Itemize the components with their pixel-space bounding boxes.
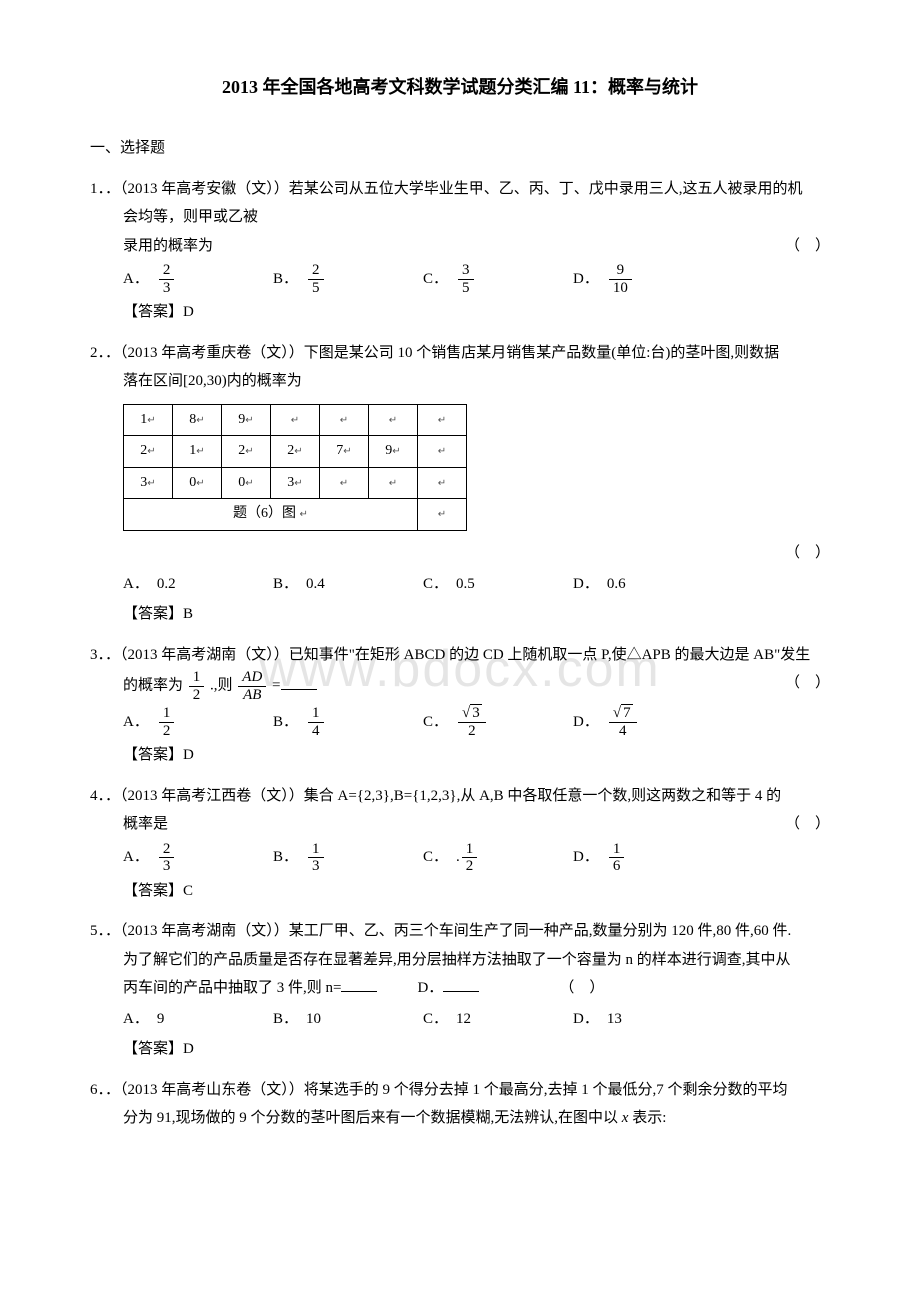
q5-line1: 5．．（2013 年高考湖南（文））某工厂甲、乙、丙三个车间生产了同一种产品,数… — [90, 917, 830, 946]
question-1: 1．．（2013 年高考安徽（文））若某公司从五位大学毕业生甲、乙、丙、丁、戊中… — [90, 175, 830, 327]
q1-answer: 【答案】D — [90, 298, 830, 327]
table-row: 3↵ 0↵ 0↵ 3↵ ↵ ↵ ↵ — [124, 467, 467, 499]
question-6: 6．．（2013 年高考山东卷（文））将某选手的 9 个得分去掉 1 个最高分,… — [90, 1076, 830, 1133]
q5-answer: 【答案】D — [90, 1035, 830, 1064]
q3-answer: 【答案】D — [90, 741, 830, 770]
q5-choices: A．9 B．10 C．12 D．13 — [90, 1005, 830, 1034]
q1-cont2: 录用的概率为 — [123, 232, 213, 261]
q5-cont2: 丙车间的产品中抽取了 3 件,则 n= D． （ ） — [90, 974, 830, 1003]
q5-choice-d: D．13 — [573, 1005, 723, 1034]
q2-choice-c: C．0.5 — [423, 570, 573, 599]
q6-line1: 6．．（2013 年高考山东卷（文））将某选手的 9 个得分去掉 1 个最高分,… — [90, 1076, 830, 1105]
q2-choices: A．0.2 B．0.4 C．0.5 D．0.6 — [90, 570, 830, 599]
question-3: 3．．（2013 年高考湖南（文））已知事件"在矩形 ABCD 的边 CD 上随… — [90, 641, 830, 770]
q4-choice-a: A． 23 — [123, 841, 273, 875]
q3-choice-c: C． √32 — [423, 705, 573, 739]
q5-choice-b: B．10 — [273, 1005, 423, 1034]
q3-choices: A． 12 B． 14 C． √32 D． √74 — [90, 705, 830, 739]
q1-line1: 1．．（2013 年高考安徽（文））若某公司从五位大学毕业生甲、乙、丙、丁、戊中… — [90, 175, 830, 204]
section-header: 一、选择题 — [90, 134, 830, 163]
q1-choice-c: C． 35 — [423, 262, 573, 296]
q5-choice-a: A．9 — [123, 1005, 273, 1034]
q2-choice-a: A．0.2 — [123, 570, 273, 599]
q2-choice-d: D．0.6 — [573, 570, 723, 599]
q2-cont1: 落在区间[20,30)内的概率为 — [90, 367, 830, 396]
q2-line1: 2．．（2013 年高考重庆卷（文））下图是某公司 10 个销售店某月销售某产品… — [90, 339, 830, 368]
q2-choice-b: B．0.4 — [273, 570, 423, 599]
table-row: 1↵ 8↵ 9↵ ↵ ↵ ↵ ↵ — [124, 404, 467, 436]
q1-choice-a: A． 23 — [123, 262, 273, 296]
paren-blank: （ ） — [559, 974, 604, 1003]
q1-choices: A． 23 B． 25 C． 35 D． 910 — [90, 262, 830, 296]
table-caption-row: 题（6）图 ↵ ↵ — [124, 499, 467, 531]
q4-choice-b: B． 13 — [273, 841, 423, 875]
q2-stem-leaf-table: 1↵ 8↵ 9↵ ↵ ↵ ↵ ↵ 2↵ 1↵ 2↵ 2↵ 7↵ 9↵ ↵ 3↵ … — [123, 404, 467, 531]
q4-cont1: 概率是 — [90, 810, 168, 839]
q3-choice-d: D． √74 — [573, 705, 723, 739]
q5-choice-c: C．12 — [423, 1005, 573, 1034]
paren-blank: （ ） — [785, 232, 830, 261]
question-5: 5．．（2013 年高考湖南（文））某工厂甲、乙、丙三个车间生产了同一种产品,数… — [90, 917, 830, 1064]
question-4: 4．．（2013 年高考江西卷（文））集合 A={2,3},B={1,2,3},… — [90, 782, 830, 906]
page-content: 2013 年全国各地高考文科数学试题分类汇编 11：概率与统计 一、选择题 1．… — [90, 70, 830, 1133]
q3-choice-a: A． 12 — [123, 705, 273, 739]
q4-choice-c: C．. 12 — [423, 841, 573, 875]
question-2: 2．．（2013 年高考重庆卷（文））下图是某公司 10 个销售店某月销售某产品… — [90, 339, 830, 629]
q1-choice-d: D． 910 — [573, 262, 723, 296]
paren-blank: （ ） — [785, 539, 830, 568]
q4-choices: A． 23 B． 13 C．. 12 D． 16 — [90, 841, 830, 875]
q1-cont1: 会均等，则甲或乙被 — [123, 203, 830, 232]
q4-line1: 4．．（2013 年高考江西卷（文））集合 A={2,3},B={1,2,3},… — [90, 782, 830, 811]
q3-cont1: 的概率为 12 .,则 ADAB = — [90, 669, 317, 703]
q2-answer: 【答案】B — [90, 600, 830, 629]
q4-answer: 【答案】C — [90, 877, 830, 906]
q1-body: 会均等，则甲或乙被 录用的概率为 （ ） — [90, 203, 830, 260]
q6-cont1: 分为 91,现场做的 9 个分数的茎叶图后来有一个数据模糊,无法辨认,在图中以 … — [90, 1104, 830, 1133]
table-row: 2↵ 1↵ 2↵ 2↵ 7↵ 9↵ ↵ — [124, 436, 467, 468]
q3-line1: 3．．（2013 年高考湖南（文））已知事件"在矩形 ABCD 的边 CD 上随… — [90, 641, 830, 670]
q1-choice-b: B． 25 — [273, 262, 423, 296]
page-title: 2013 年全国各地高考文科数学试题分类汇编 11：概率与统计 — [90, 70, 830, 104]
paren-blank: （ ） — [785, 669, 830, 703]
q3-choice-b: B． 14 — [273, 705, 423, 739]
q4-choice-d: D． 16 — [573, 841, 723, 875]
q5-cont1: 为了解它们的产品质量是否存在显著差异,用分层抽样方法抽取了一个容量为 n 的样本… — [90, 946, 830, 975]
paren-blank: （ ） — [785, 810, 830, 839]
